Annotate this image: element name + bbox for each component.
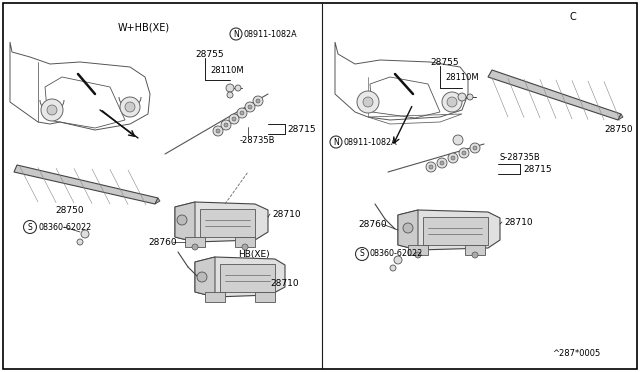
Circle shape xyxy=(415,252,421,258)
Text: S-28735B: S-28735B xyxy=(500,153,541,161)
Circle shape xyxy=(245,102,255,112)
Circle shape xyxy=(226,84,234,92)
Circle shape xyxy=(458,93,466,101)
Text: 28710: 28710 xyxy=(270,279,299,289)
Circle shape xyxy=(253,96,263,106)
Bar xyxy=(465,245,485,255)
Circle shape xyxy=(467,94,473,100)
Text: 28750: 28750 xyxy=(604,125,632,134)
Text: 08360-62022: 08360-62022 xyxy=(38,222,92,231)
Circle shape xyxy=(235,85,241,91)
Circle shape xyxy=(447,97,457,107)
Circle shape xyxy=(429,165,433,169)
Circle shape xyxy=(41,99,63,121)
Circle shape xyxy=(451,156,455,160)
Text: -28735B: -28735B xyxy=(240,135,275,144)
Text: N: N xyxy=(233,29,239,38)
Text: S: S xyxy=(28,222,33,231)
Circle shape xyxy=(453,135,463,145)
Text: 28710: 28710 xyxy=(504,218,532,227)
Circle shape xyxy=(440,161,444,165)
Text: C: C xyxy=(570,12,577,22)
Bar xyxy=(205,292,225,302)
Polygon shape xyxy=(195,257,215,297)
Bar xyxy=(200,209,255,237)
Polygon shape xyxy=(618,114,623,120)
Polygon shape xyxy=(155,198,160,204)
Polygon shape xyxy=(14,165,158,204)
Text: 28760: 28760 xyxy=(148,237,177,247)
Circle shape xyxy=(237,108,247,118)
Circle shape xyxy=(437,158,447,168)
Circle shape xyxy=(47,105,57,115)
Circle shape xyxy=(256,99,260,103)
Polygon shape xyxy=(398,210,418,250)
Circle shape xyxy=(363,97,373,107)
Text: 08360-62022: 08360-62022 xyxy=(370,250,423,259)
Circle shape xyxy=(227,92,233,98)
Circle shape xyxy=(390,265,396,271)
Circle shape xyxy=(229,114,239,124)
Circle shape xyxy=(232,117,236,121)
Circle shape xyxy=(448,153,458,163)
Circle shape xyxy=(470,143,480,153)
Text: N: N xyxy=(333,138,339,147)
Circle shape xyxy=(197,272,207,282)
Text: 08911-1082A: 08911-1082A xyxy=(244,29,298,38)
Text: 28750: 28750 xyxy=(55,205,84,215)
Circle shape xyxy=(394,256,402,264)
Circle shape xyxy=(426,162,436,172)
Circle shape xyxy=(242,244,248,250)
Circle shape xyxy=(442,92,462,112)
Circle shape xyxy=(240,111,244,115)
Bar xyxy=(235,237,255,247)
Polygon shape xyxy=(195,257,285,297)
Circle shape xyxy=(81,230,89,238)
Text: ^287*0005: ^287*0005 xyxy=(552,350,600,359)
Text: W+HB(XE): W+HB(XE) xyxy=(118,22,170,32)
Circle shape xyxy=(459,148,469,158)
Circle shape xyxy=(177,215,187,225)
Circle shape xyxy=(77,239,83,245)
Polygon shape xyxy=(175,202,268,242)
Circle shape xyxy=(120,97,140,117)
Circle shape xyxy=(224,123,228,127)
Bar xyxy=(255,292,275,302)
Polygon shape xyxy=(175,202,195,242)
Text: S: S xyxy=(360,250,364,259)
Text: 28715: 28715 xyxy=(287,125,316,134)
Circle shape xyxy=(248,105,252,109)
Text: 08911-1082A: 08911-1082A xyxy=(344,138,397,147)
Text: 28715: 28715 xyxy=(523,164,552,173)
Circle shape xyxy=(221,120,231,130)
Circle shape xyxy=(125,102,135,112)
Polygon shape xyxy=(398,210,500,250)
Text: 28110M: 28110M xyxy=(210,65,244,74)
Bar xyxy=(408,245,428,255)
Bar xyxy=(220,264,275,292)
Circle shape xyxy=(357,91,379,113)
Bar xyxy=(185,237,205,247)
Circle shape xyxy=(403,223,413,233)
Circle shape xyxy=(472,252,478,258)
Circle shape xyxy=(473,146,477,150)
Bar xyxy=(423,217,488,245)
Text: 28755: 28755 xyxy=(430,58,459,67)
Polygon shape xyxy=(488,70,621,120)
Text: 28755: 28755 xyxy=(195,49,223,58)
Text: 28110M: 28110M xyxy=(445,73,479,81)
Text: HB(XE): HB(XE) xyxy=(238,250,269,259)
Circle shape xyxy=(462,151,466,155)
Circle shape xyxy=(213,126,223,136)
Circle shape xyxy=(192,244,198,250)
Text: 28760: 28760 xyxy=(358,219,387,228)
Circle shape xyxy=(216,129,220,133)
Text: 28710: 28710 xyxy=(272,209,301,218)
